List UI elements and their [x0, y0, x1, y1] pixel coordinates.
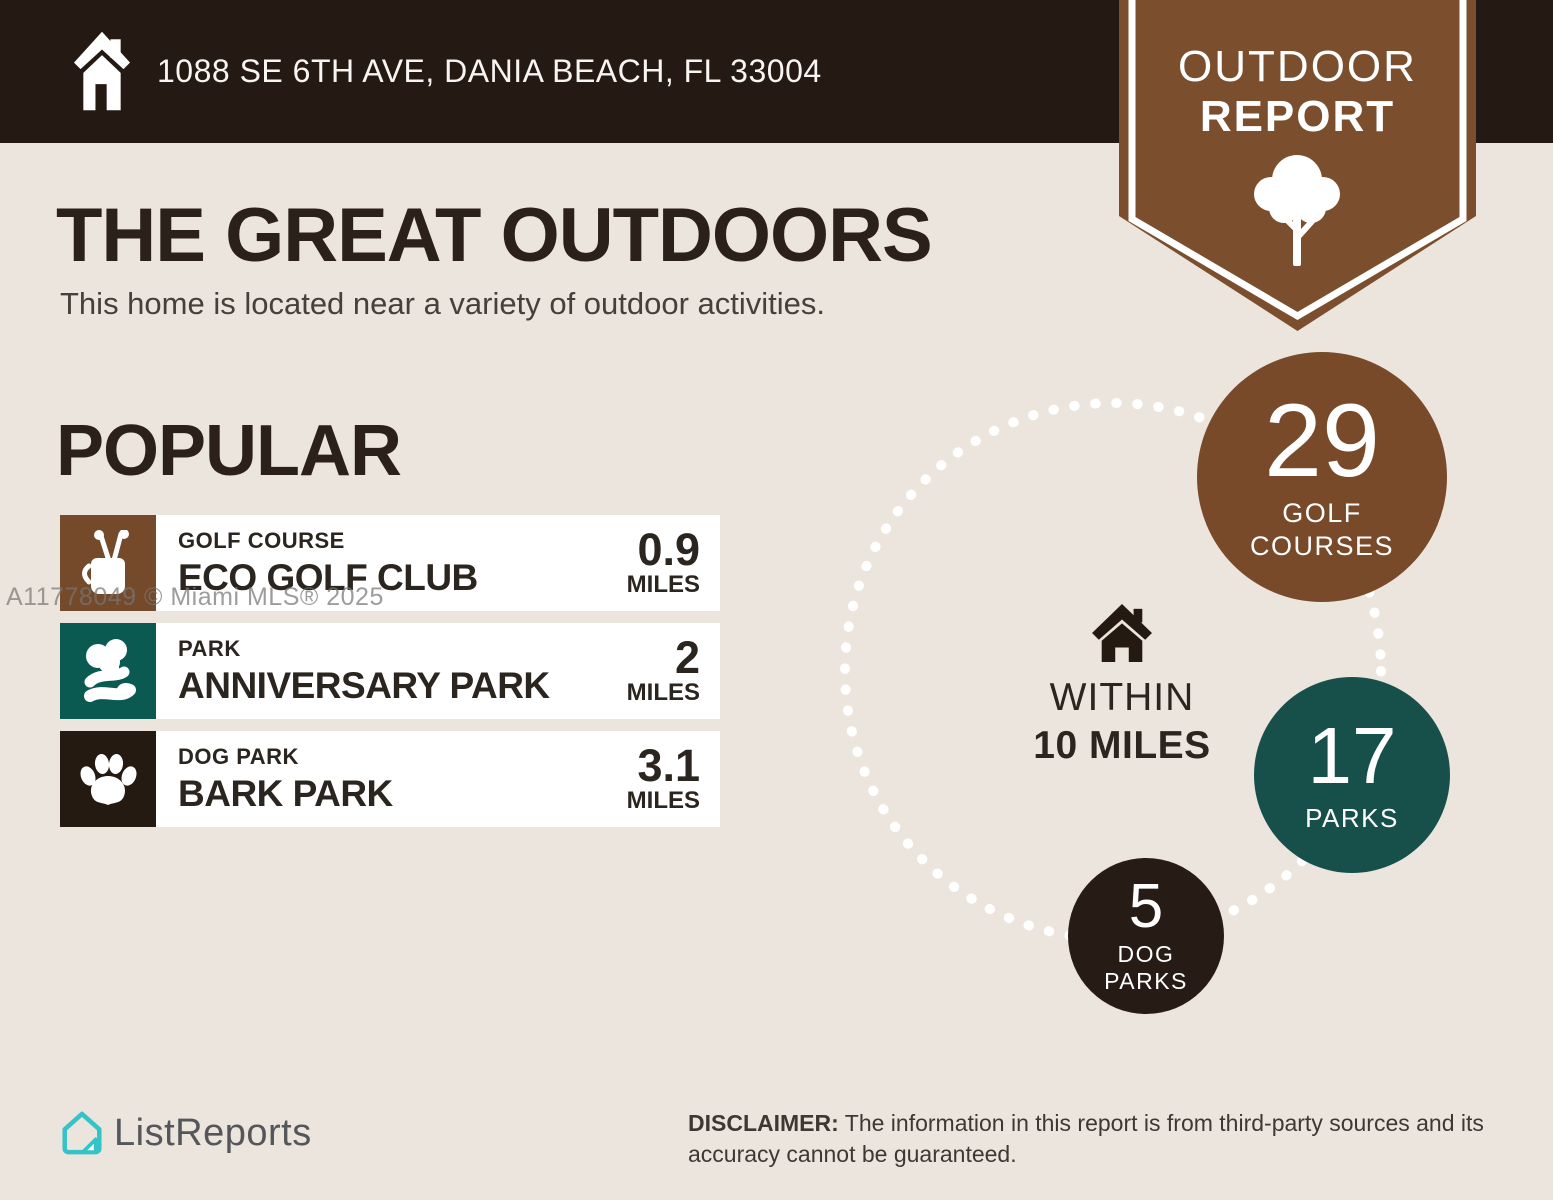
list-item-dog-park: DOG PARK BARK PARK 3.1 MILES — [60, 731, 720, 827]
listreports-logo-icon — [62, 1111, 102, 1155]
stat-label-line: COURSES — [1249, 531, 1395, 561]
stat-label-line: DOG — [1117, 941, 1175, 967]
stat-value: 29 — [1264, 383, 1380, 499]
item-distance-unit: MILES — [626, 679, 700, 706]
disclaimer-body: The information in this report is from t… — [688, 1110, 1484, 1167]
address-text: 1088 SE 6TH AVE, DANIA BEACH, FL 33004 — [157, 53, 822, 89]
page-title: THE GREAT OUTDOORS — [56, 193, 933, 278]
brand-name: ListReports — [114, 1111, 312, 1154]
stat-value: 17 — [1307, 710, 1397, 800]
badge-title-line1: OUTDOOR — [1178, 42, 1417, 91]
stat-value: 5 — [1128, 872, 1164, 941]
item-distance: 2 — [674, 632, 700, 683]
disclaimer-text: DISCLAIMER: The information in this repo… — [688, 1108, 1500, 1170]
golf-bag-icon — [60, 515, 156, 611]
radius-miles-text: 10 MILES — [1033, 724, 1211, 767]
radius-within-text: WITHIN — [1049, 676, 1195, 719]
item-category: DOG PARK — [178, 743, 299, 769]
house-icon — [1092, 604, 1152, 662]
stat-golf-courses: 29 GOLF COURSES — [1197, 352, 1447, 602]
stat-dog-parks: 5 DOG PARKS — [1068, 858, 1224, 1014]
badge-title-line2: REPORT — [1199, 92, 1396, 141]
mls-watermark: A11778049 © Miami MLS® 2025 — [6, 583, 384, 611]
radius-center-label: WITHIN 10 MILES — [990, 604, 1254, 768]
stat-label-line: GOLF — [1282, 498, 1362, 528]
home-icon — [74, 31, 130, 111]
popular-heading: POPULAR — [56, 411, 402, 491]
item-name: ECO GOLF CLUB — [178, 556, 478, 598]
item-category: PARK — [178, 635, 241, 661]
stat-label-line: PARKS — [1104, 968, 1188, 994]
list-item-golf-course: GOLF COURSE ECO GOLF CLUB 0.9 MILES — [60, 515, 720, 611]
item-category: GOLF COURSE — [178, 527, 345, 553]
item-distance-unit: MILES — [626, 571, 700, 598]
stat-parks: 17 PARKS — [1254, 677, 1450, 873]
item-distance-unit: MILES — [626, 787, 700, 814]
item-name: ANNIVERSARY PARK — [178, 664, 550, 706]
item-distance: 0.9 — [637, 524, 700, 575]
item-name: BARK PARK — [178, 772, 393, 814]
page-subtitle: This home is located near a variety of o… — [60, 286, 826, 321]
popular-list: GOLF COURSE ECO GOLF CLUB 0.9 MILES — [60, 515, 720, 839]
disclaimer-label: DISCLAIMER: — [688, 1110, 839, 1136]
item-distance: 3.1 — [637, 740, 700, 791]
outdoor-report-badge: OUTDOOR REPORT — [1119, 0, 1476, 334]
listreports-brand: ListReports — [62, 1110, 312, 1156]
tree-icon — [1254, 155, 1340, 266]
paw-icon — [60, 731, 156, 827]
park-tree-icon — [60, 623, 156, 719]
list-item-park: PARK ANNIVERSARY PARK 2 MILES — [60, 623, 720, 719]
stat-label-line: PARKS — [1305, 802, 1399, 833]
